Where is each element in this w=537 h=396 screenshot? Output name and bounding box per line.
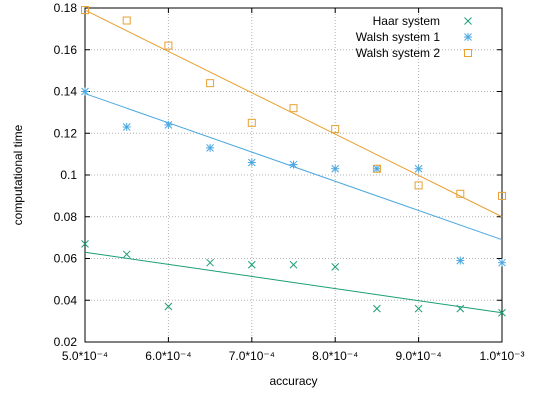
point-series-1: [331, 262, 340, 271]
point-series-3: [331, 125, 340, 134]
point-series-3: [122, 16, 131, 25]
point-series-2: [414, 164, 423, 173]
y-tick-label: 0.1: [60, 168, 77, 182]
point-series-1: [206, 258, 214, 267]
legend-marker-3: [464, 49, 472, 57]
point-series-3: [164, 41, 173, 50]
point-series-3: [81, 6, 89, 15]
y-tick-label: 0.08: [54, 210, 78, 224]
point-series-2: [122, 122, 131, 131]
y-tick-label: 0.16: [54, 43, 78, 57]
point-series-3: [414, 181, 423, 190]
y-tick-label: 0.04: [54, 293, 78, 307]
x-tick-label: 6.0*10⁻⁴: [145, 349, 191, 363]
point-series-1: [414, 304, 423, 313]
point-series-2: [456, 256, 465, 265]
point-series-1: [81, 240, 89, 248]
x-tick-label: 8.0*10⁻⁴: [312, 349, 358, 363]
point-series-3: [206, 79, 215, 88]
point-series-1: [456, 304, 465, 313]
point-series-3: [289, 104, 298, 113]
point-series-2: [164, 120, 173, 129]
point-series-2: [331, 164, 340, 173]
point-series-3: [247, 118, 256, 127]
grid: [85, 8, 502, 342]
x-tick-label: 7.0*10⁻⁴: [229, 349, 275, 363]
point-series-3: [456, 189, 465, 198]
point-series-1: [289, 260, 298, 269]
y-tick-label: 0.14: [54, 85, 78, 99]
legend-marker-1: [464, 17, 472, 25]
x-tick-label: 9.0*10⁻⁴: [395, 349, 441, 363]
point-series-2: [372, 164, 381, 173]
ticks: 5.0*10⁻⁴ 6.0*10⁻⁴ 7.0*10⁻⁴ 8.0*10⁻⁴ 9.0*10⁻⁴…: [54, 1, 525, 363]
y-axis-label: computational time: [11, 124, 25, 225]
point-series-1: [247, 260, 256, 269]
legend-label: Walsh system 2: [356, 46, 441, 60]
y-tick-label: 0.06: [54, 252, 78, 266]
point-series-3: [498, 191, 506, 200]
point-series-2: [247, 158, 256, 167]
point-series-2: [81, 87, 89, 96]
legend-marker-2: [464, 33, 472, 41]
fit-line-series-1: [84, 251, 503, 314]
y-tick-label: 0.12: [54, 126, 78, 140]
legend-label: Walsh system 1: [356, 30, 441, 44]
fit-line-series-3: [84, 9, 503, 218]
y-tick-label: 0.18: [54, 1, 78, 15]
legend-label: Haar system: [373, 14, 440, 28]
point-series-1: [498, 308, 506, 317]
point-series-2: [289, 160, 298, 169]
x-tick-label: 1.0*10⁻³: [479, 349, 524, 363]
point-series-2: [206, 143, 215, 152]
y-tick-label: 0.02: [54, 335, 78, 349]
point-series-2: [498, 258, 506, 267]
x-tick-label: 5.0*10⁻⁴: [62, 349, 108, 363]
legend: Haar system Walsh system 1 Walsh system 2: [356, 14, 472, 60]
point-series-1: [164, 302, 173, 311]
data-points: [81, 6, 506, 317]
point-series-1: [373, 304, 381, 313]
x-axis-label: accuracy: [269, 374, 317, 388]
point-series-1: [122, 250, 131, 259]
point-series-3: [372, 164, 381, 173]
